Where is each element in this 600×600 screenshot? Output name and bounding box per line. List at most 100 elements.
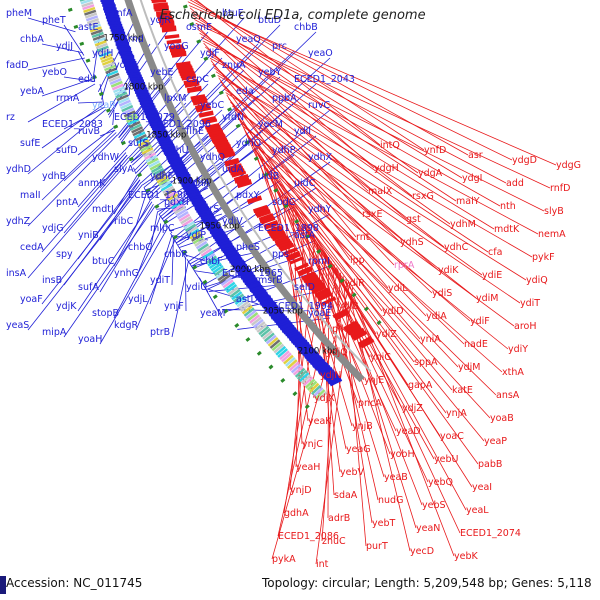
feature-band-mark <box>153 170 166 179</box>
reverse-gene-label: ydgD <box>512 155 537 166</box>
reverse-feature-mark <box>192 98 208 106</box>
kbp-label: 1750 kbp <box>103 34 143 44</box>
reverse-feature-mark <box>212 137 228 145</box>
forward-gene-label: ydhX <box>308 152 333 163</box>
reverse-gene-label: purT <box>366 541 388 552</box>
feature-band-mark <box>243 307 255 317</box>
tick-mark <box>283 203 289 209</box>
forward-gene-leader <box>112 109 115 126</box>
reverse-gene-label: ydhC <box>444 242 469 253</box>
tick-mark <box>196 39 202 44</box>
reverse-gene-label: ydjM <box>458 362 481 373</box>
forward-feature-mark <box>179 177 193 185</box>
forward-feature-mark <box>328 375 343 387</box>
reverse-feature-mark <box>357 335 374 348</box>
feature-band-mark <box>108 75 121 83</box>
forward-feature-mark <box>125 65 139 74</box>
reverse-feature-mark <box>352 330 368 341</box>
feature-band-mark <box>238 300 250 310</box>
tick-mark <box>256 350 262 356</box>
feature-band-mark <box>168 195 180 205</box>
forward-feature-mark <box>189 194 203 202</box>
reverse-gene-label: yeaK <box>308 416 332 427</box>
tick-mark <box>113 124 119 129</box>
reverse-gene-leader <box>268 171 453 391</box>
forward-gene-label: kdgR <box>114 320 139 331</box>
feature-band-mark <box>183 220 195 230</box>
reverse-gene-leader <box>247 135 421 340</box>
reverse-feature-mark <box>215 142 231 150</box>
forward-feature-mark <box>118 47 132 55</box>
forward-feature-mark <box>145 110 159 119</box>
forward-gene-leader <box>27 134 118 227</box>
forward-gene-label: ECED1_1898 <box>258 223 319 234</box>
reverse-feature-mark <box>164 34 180 40</box>
reverse-gene-label: yebT <box>372 518 395 529</box>
reverse-gene-label: ydiK <box>438 265 459 276</box>
reverse-gene-label: ydiD <box>382 306 404 317</box>
feature-band-mark <box>118 99 131 107</box>
feature-band-mark <box>288 361 300 372</box>
feature-band-mark <box>83 6 96 13</box>
reverse-gene-label: asr <box>468 150 483 161</box>
reverse-gene-label: yebQ <box>428 477 453 488</box>
feature-band-mark <box>310 384 322 396</box>
feature-band-mark <box>298 372 310 383</box>
forward-gene-label: msrB <box>258 275 283 286</box>
reverse-feature-mark <box>218 148 235 158</box>
forward-gene-label: ydjH <box>92 48 113 59</box>
reverse-feature-mark <box>159 20 175 28</box>
feature-band-mark <box>204 252 216 262</box>
reverse-gene-label: yniC <box>370 352 391 363</box>
feature-band-mark <box>208 260 221 270</box>
reverse-feature-mark <box>303 274 320 286</box>
forward-feature-mark <box>210 228 224 237</box>
feature-band-mark <box>227 286 239 296</box>
forward-gene-label: rnd <box>128 34 144 45</box>
feature-band-mark <box>290 363 302 374</box>
forward-gene-leader <box>27 159 130 279</box>
forward-gene-leader <box>179 225 245 248</box>
reverse-gene-label: yniA <box>420 334 441 345</box>
tick-mark <box>67 7 73 12</box>
reverse-feature-mark <box>271 231 287 242</box>
forward-gene-label: ECED1_2096 <box>150 119 211 130</box>
forward-gene-leader <box>63 132 117 182</box>
forward-gene-leader <box>97 17 137 93</box>
forward-feature-mark <box>215 234 229 245</box>
forward-gene-label: yebA <box>20 86 44 97</box>
feature-band-mark <box>89 26 102 33</box>
feature-band-mark <box>281 352 292 363</box>
forward-feature-mark <box>126 69 140 76</box>
reverse-feature-mark <box>315 289 332 301</box>
forward-feature-mark <box>177 173 192 183</box>
forward-gene-label: cspC <box>186 74 209 85</box>
forward-feature-mark <box>306 352 321 364</box>
reverse-feature-mark <box>216 144 232 153</box>
reverse-gene-leader <box>215 71 489 253</box>
forward-gene-leader <box>41 104 104 149</box>
reverse-gene-label: ydiQ <box>526 275 548 286</box>
feature-band-mark <box>294 367 306 378</box>
tick-mark <box>263 172 269 177</box>
feature-band-mark <box>234 295 246 305</box>
forward-gene-label: yebY <box>258 67 281 78</box>
feature-band-mark <box>141 147 154 155</box>
forward-feature-mark <box>312 358 327 370</box>
forward-gene-label: mipA <box>42 327 67 338</box>
reverse-gene-leader <box>271 283 351 560</box>
forward-feature-mark <box>229 257 244 266</box>
reverse-gene-leader <box>252 144 327 353</box>
tick-mark <box>253 156 259 161</box>
reverse-gene-label: nadE <box>464 339 488 350</box>
reverse-gene-label: yeaL <box>466 505 489 516</box>
forward-gene-leader <box>27 184 143 331</box>
forward-gene-label: yeaM <box>200 308 226 319</box>
reverse-gene-label: slyB <box>544 206 564 217</box>
reverse-feature-mark <box>285 250 302 262</box>
feature-band-mark <box>144 152 157 161</box>
forward-gene-label: ECED1_2083 <box>42 119 103 130</box>
feature-band-mark <box>254 321 266 331</box>
reverse-gene-leader <box>238 118 427 317</box>
feature-band-mark <box>97 48 110 55</box>
